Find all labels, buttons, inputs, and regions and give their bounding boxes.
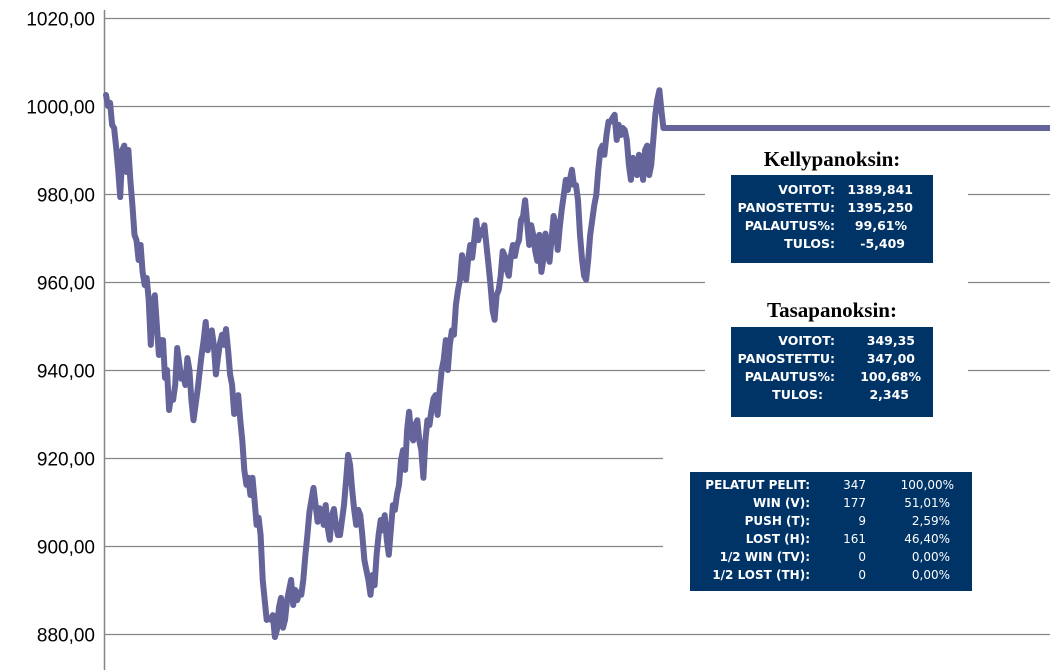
kelly-summary-box: VOITOT: 1389,841 PANOSTETTU: 1395,250 PALA… bbox=[731, 175, 933, 263]
kelly-row-tulos: TULOS: -5,409 bbox=[731, 235, 933, 253]
tasa-row-voitot: VOITOT: 349,35 bbox=[731, 332, 933, 350]
row-value: 2,345 bbox=[869, 387, 909, 402]
y-tick-label: 940,00 bbox=[37, 362, 95, 383]
row-value: 347,00 bbox=[866, 351, 915, 366]
row-label: 1/2 LOST (TH): bbox=[712, 568, 810, 582]
row-label: PALAUTUS%: bbox=[744, 369, 835, 384]
row-label: 1/2 WIN (TV): bbox=[719, 550, 810, 564]
y-tick-label: 980,00 bbox=[37, 186, 95, 207]
row-percent: 51,01% bbox=[904, 496, 950, 510]
row-count: 177 bbox=[843, 496, 866, 510]
row-count: 161 bbox=[843, 532, 866, 546]
row-count: 347 bbox=[843, 478, 866, 492]
row-value: 100,68% bbox=[860, 369, 921, 384]
row-label: PANOSTETTU: bbox=[737, 200, 835, 215]
row-label: PALAUTUS%: bbox=[744, 218, 835, 233]
row-percent: 0,00% bbox=[911, 568, 950, 582]
row-value: -5,409 bbox=[860, 236, 905, 251]
y-axis-ticks: 880,00 900,00 920,00 940,00 960,00 980,00 1000… bbox=[26, 10, 95, 647]
series-line-group bbox=[103, 87, 1050, 641]
row-count: 0 bbox=[858, 568, 866, 582]
row-value: 1389,841 bbox=[847, 182, 913, 197]
row-percent: 100,00% bbox=[900, 478, 954, 492]
row-percent: 46,40% bbox=[904, 532, 950, 546]
stats-row: WIN (V): 177 51,01% bbox=[690, 494, 972, 512]
y-tick-label: 1000,00 bbox=[26, 98, 95, 119]
series-line bbox=[103, 87, 1050, 641]
tasa-row-panostettu: PANOSTETTU: 347,00 bbox=[731, 350, 933, 368]
row-label: VOITOT: bbox=[778, 182, 835, 197]
row-count: 0 bbox=[858, 550, 866, 564]
tasa-title: Tasapanoksin: bbox=[767, 298, 897, 322]
y-tick-label: 920,00 bbox=[37, 450, 95, 471]
row-percent: 0,00% bbox=[911, 550, 950, 564]
kelly-title: Kellypanoksin: bbox=[763, 147, 901, 171]
kelly-row-voitot: VOITOT: 1389,841 bbox=[731, 181, 933, 199]
stats-row: PELATUT PELIT: 347 100,00% bbox=[690, 476, 972, 494]
tasa-row-tulos: TULOS: 2,345 bbox=[731, 386, 933, 404]
tasa-row-palautus: PALAUTUS%: 100,68% bbox=[731, 368, 933, 386]
y-tick-label: 900,00 bbox=[37, 538, 95, 559]
kelly-row-panostettu: PANOSTETTU: 1395,250 bbox=[731, 199, 933, 217]
stats-row: LOST (H): 161 46,40% bbox=[690, 530, 972, 548]
row-value: 349,35 bbox=[866, 333, 915, 348]
row-label: LOST (H): bbox=[745, 532, 810, 546]
row-label: PUSH (T): bbox=[744, 514, 810, 528]
row-label: PELATUT PELIT: bbox=[705, 478, 810, 492]
kelly-row-palautus: PALAUTUS%: 99,61% bbox=[731, 217, 933, 235]
row-label: PANOSTETTU: bbox=[737, 351, 835, 366]
stats-row: PUSH (T): 9 2,59% bbox=[690, 512, 972, 530]
game-stats-box: PELATUT PELIT: 347 100,00% WIN (V): 177 51,0… bbox=[690, 472, 972, 591]
row-percent: 2,59% bbox=[911, 514, 950, 528]
row-value: 1395,250 bbox=[847, 200, 913, 215]
row-label: VOITOT: bbox=[778, 333, 835, 348]
stats-row: 1/2 LOST (TH): 0 0,00% bbox=[690, 566, 972, 584]
row-label: TULOS: bbox=[784, 236, 835, 251]
y-tick-label: 1020,00 bbox=[26, 10, 95, 31]
y-tick-label: 960,00 bbox=[37, 274, 95, 295]
row-value: 99,61% bbox=[854, 218, 907, 233]
tasa-summary-box: VOITOT: 349,35 PANOSTETTU: 347,00 PALAUTUS… bbox=[731, 327, 933, 417]
y-tick-label: 880,00 bbox=[37, 626, 95, 647]
row-label: WIN (V): bbox=[753, 496, 810, 510]
row-count: 9 bbox=[858, 514, 866, 528]
row-label: TULOS: bbox=[772, 387, 823, 402]
stats-row: 1/2 WIN (TV): 0 0,00% bbox=[690, 548, 972, 566]
